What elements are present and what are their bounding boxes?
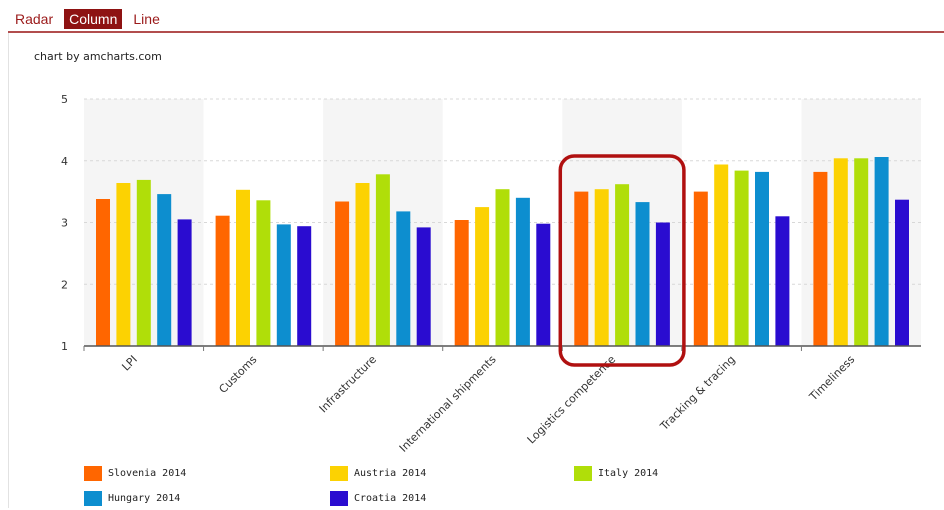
bar[interactable]: [335, 201, 350, 347]
bar[interactable]: [515, 197, 530, 346]
bar[interactable]: [615, 184, 630, 346]
bar[interactable]: [635, 202, 650, 346]
bar[interactable]: [157, 194, 172, 346]
legend-swatch-croatia: [330, 491, 348, 506]
chart-legend: Slovenia 2014 Austria 2014 Italy 2014 Hu…: [84, 466, 844, 510]
x-tick-label: LPI: [119, 353, 140, 374]
y-tick-label: 1: [61, 340, 68, 353]
legend-item-hungary[interactable]: Hungary 2014: [84, 491, 180, 506]
bar[interactable]: [693, 191, 708, 346]
bar[interactable]: [297, 226, 312, 346]
bar[interactable]: [833, 158, 848, 346]
bar[interactable]: [655, 222, 670, 347]
bar[interactable]: [734, 170, 749, 346]
bar[interactable]: [854, 158, 869, 346]
bar[interactable]: [215, 215, 230, 346]
legend-item-croatia[interactable]: Croatia 2014: [330, 491, 426, 506]
bar[interactable]: [813, 171, 828, 346]
bar[interactable]: [375, 174, 390, 346]
x-tick-label: Timeliness: [806, 353, 857, 404]
legend-item-slovenia[interactable]: Slovenia 2014: [84, 466, 186, 481]
panel-border: [8, 33, 9, 508]
legend-label-hungary: Hungary 2014: [108, 493, 181, 504]
y-tick-label: 3: [61, 217, 68, 230]
y-tick-label: 2: [61, 278, 68, 291]
bar[interactable]: [236, 189, 250, 346]
x-tick-label: Logistics competence: [525, 353, 619, 447]
legend-swatch-italy: [574, 466, 592, 481]
chart-credit[interactable]: chart by amcharts.com: [34, 50, 162, 63]
legend-label-italy: Italy 2014: [598, 468, 659, 479]
bar[interactable]: [574, 191, 589, 346]
legend-swatch-hungary: [84, 491, 102, 506]
bar[interactable]: [775, 216, 790, 346]
legend-item-italy[interactable]: Italy 2014: [574, 466, 658, 481]
bar[interactable]: [495, 189, 510, 346]
bar[interactable]: [594, 189, 609, 346]
bar[interactable]: [475, 207, 490, 346]
bar[interactable]: [355, 183, 370, 346]
bar[interactable]: [96, 199, 110, 346]
tab-column[interactable]: Column: [64, 9, 123, 29]
bar[interactable]: [454, 220, 469, 346]
y-tick-label: 4: [61, 155, 68, 168]
bar[interactable]: [116, 183, 131, 346]
legend-label-slovenia: Slovenia 2014: [108, 468, 187, 479]
bar[interactable]: [396, 211, 411, 346]
bar[interactable]: [177, 219, 192, 346]
bar[interactable]: [895, 199, 909, 346]
bar[interactable]: [536, 223, 551, 346]
bar[interactable]: [755, 171, 769, 346]
highlight-box: [558, 154, 686, 367]
x-tick-label: International shipments: [397, 353, 499, 455]
bar[interactable]: [416, 227, 431, 346]
bar[interactable]: [874, 157, 889, 346]
chart-type-tabs: Radar Column Line: [10, 8, 165, 30]
tab-divider: [8, 31, 944, 33]
y-tick-label: 5: [61, 93, 68, 106]
legend-swatch-slovenia: [84, 466, 102, 481]
bar[interactable]: [136, 179, 151, 346]
legend-label-croatia: Croatia 2014: [354, 493, 427, 504]
x-tick-label: Customs: [216, 353, 259, 396]
bar[interactable]: [256, 200, 271, 346]
legend-label-austria: Austria 2014: [354, 468, 427, 479]
bar[interactable]: [276, 224, 291, 346]
x-tick-label: Infrastructure: [317, 353, 380, 416]
tab-radar[interactable]: Radar: [15, 11, 54, 27]
legend-swatch-austria: [330, 466, 348, 481]
legend-item-austria[interactable]: Austria 2014: [330, 466, 426, 481]
bar[interactable]: [714, 164, 729, 347]
tab-line[interactable]: Line: [133, 11, 160, 27]
